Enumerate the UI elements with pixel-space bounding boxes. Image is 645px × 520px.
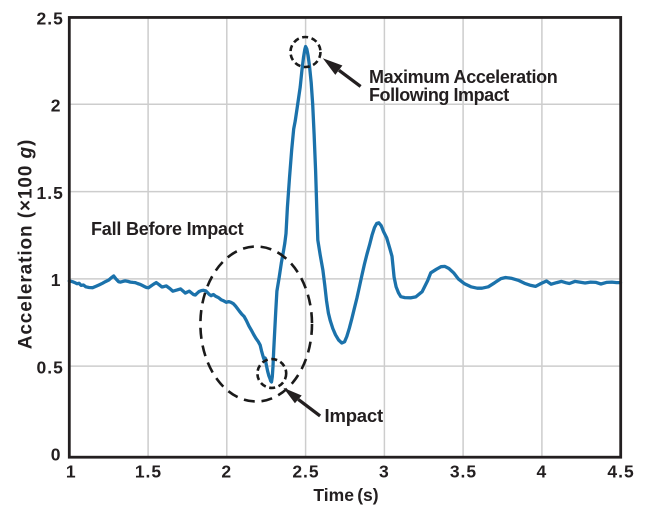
svg-text:Time (s): Time (s) — [313, 485, 378, 505]
svg-text:2: 2 — [51, 96, 62, 116]
svg-text:3: 3 — [379, 462, 390, 482]
svg-text:4.5: 4.5 — [607, 462, 634, 482]
svg-text:3.5: 3.5 — [450, 462, 477, 482]
svg-text:0: 0 — [51, 445, 62, 465]
svg-text:1.5: 1.5 — [36, 183, 63, 203]
svg-text:1: 1 — [51, 270, 62, 290]
svg-text:Following Impact: Following Impact — [369, 85, 509, 105]
svg-text:2: 2 — [221, 462, 232, 482]
svg-text:4: 4 — [537, 462, 548, 482]
svg-text:Impact: Impact — [325, 405, 383, 426]
svg-text:0.5: 0.5 — [36, 357, 63, 377]
svg-text:Fall Before Impact: Fall Before Impact — [91, 219, 244, 239]
svg-text:1: 1 — [66, 462, 77, 482]
svg-text:2.5: 2.5 — [292, 462, 319, 482]
svg-text:2.5: 2.5 — [36, 9, 63, 29]
svg-text:1.5: 1.5 — [135, 462, 162, 482]
svg-text:Acceleration (×100 g): Acceleration (×100 g) — [16, 139, 37, 350]
svg-text:Maximum Acceleration: Maximum Acceleration — [369, 67, 557, 87]
